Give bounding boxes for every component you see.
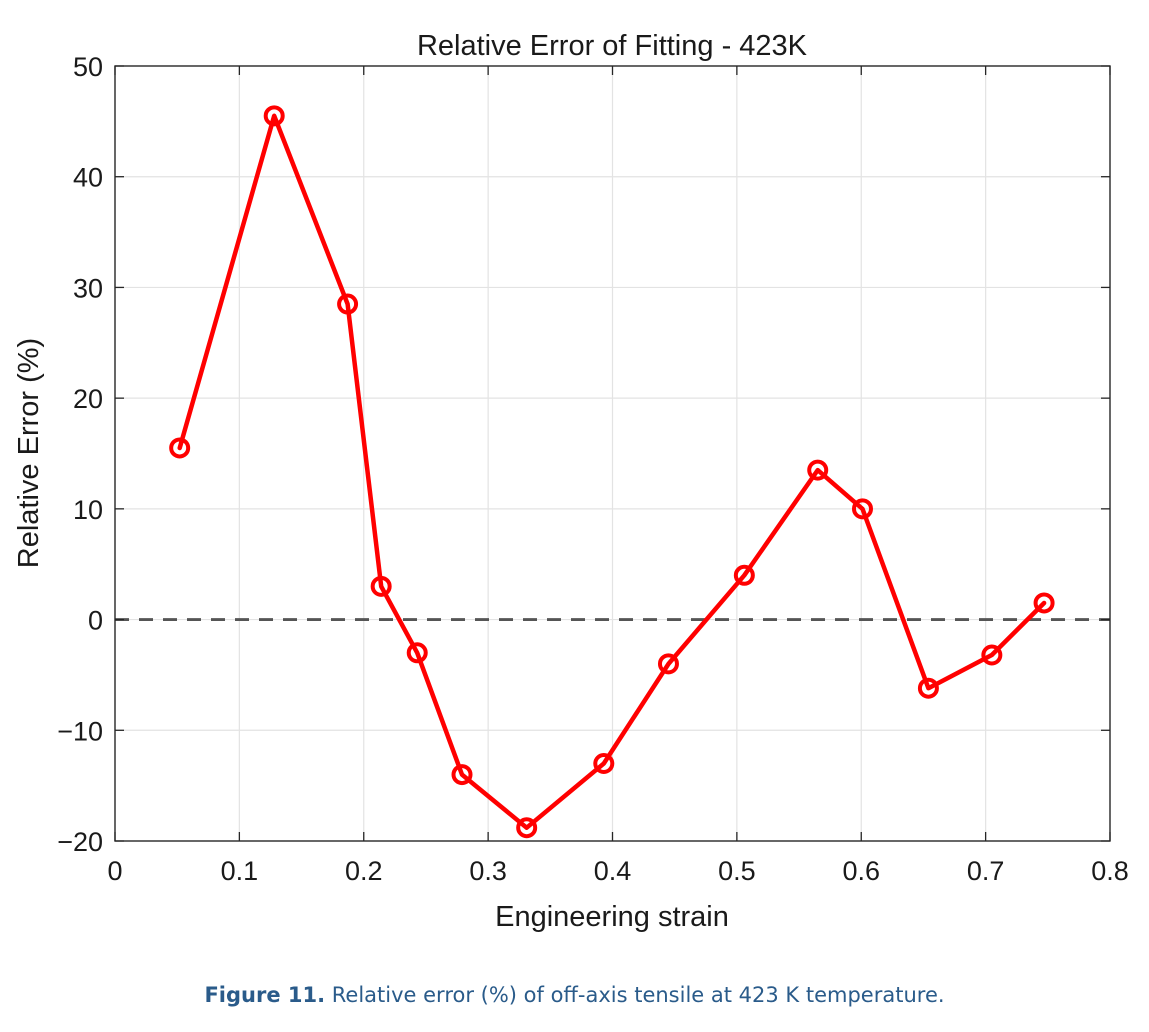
x-tick-label: 0.5 xyxy=(718,856,756,886)
data-point-marker xyxy=(807,459,829,481)
y-tick-label: 50 xyxy=(73,52,103,82)
x-tick-label: 0 xyxy=(107,856,122,886)
data-point-marker xyxy=(917,677,939,699)
data-point-marker xyxy=(733,564,755,586)
grid-lines xyxy=(115,66,1110,841)
x-tick-label: 0.8 xyxy=(1091,856,1129,886)
y-tick-label: −20 xyxy=(57,827,103,857)
y-tick-label: 20 xyxy=(73,384,103,414)
x-tick-label: 0.3 xyxy=(469,856,507,886)
y-tick-label: 40 xyxy=(73,163,103,193)
chart-title: Relative Error of Fitting - 423K xyxy=(417,30,808,62)
caption-label: Figure 11. xyxy=(204,983,326,1007)
data-point-marker xyxy=(406,642,428,664)
data-point-marker xyxy=(851,498,873,520)
data-point-marker xyxy=(516,817,538,839)
y-tick-label: 0 xyxy=(88,606,103,636)
x-tick-label: 0.7 xyxy=(967,856,1005,886)
data-point-marker xyxy=(981,644,1003,666)
data-point-marker xyxy=(451,764,473,786)
figure-caption: Figure 11. Relative error (%) of off-axi… xyxy=(0,983,1149,1007)
y-tick-label: 30 xyxy=(73,273,103,303)
x-tick-label: 0.1 xyxy=(221,856,259,886)
y-tick-label: −10 xyxy=(57,716,103,746)
data-point-marker xyxy=(1033,592,1055,614)
x-tick-label: 0.2 xyxy=(345,856,383,886)
chart: 0 0.1 0.2 0.3 0.4 0.5 0.6 0.7 0.8 −20 −10 0 10 20 30 40… xyxy=(13,30,1129,933)
x-axis-label: Engineering strain xyxy=(495,901,729,933)
series-line xyxy=(177,113,1047,830)
y-tick-label: 10 xyxy=(73,495,103,525)
data-point-marker xyxy=(593,753,615,774)
data-point-marker xyxy=(337,293,359,315)
x-tick-label: 0.4 xyxy=(594,856,632,886)
x-tick-label: 0.6 xyxy=(842,856,880,886)
data-point-marker xyxy=(169,437,191,459)
data-series xyxy=(169,105,1055,839)
data-point-marker xyxy=(657,653,679,675)
data-point-marker xyxy=(263,105,285,127)
y-axis-label: Relative Error (%) xyxy=(13,338,45,568)
axis-ticks: 0 0.1 0.2 0.3 0.4 0.5 0.6 0.7 0.8 −20 −10 0 10 20 30 40… xyxy=(57,52,1129,886)
caption-text: Relative error (%) of off-axis tensile a… xyxy=(325,983,945,1007)
data-point-marker xyxy=(370,575,392,597)
